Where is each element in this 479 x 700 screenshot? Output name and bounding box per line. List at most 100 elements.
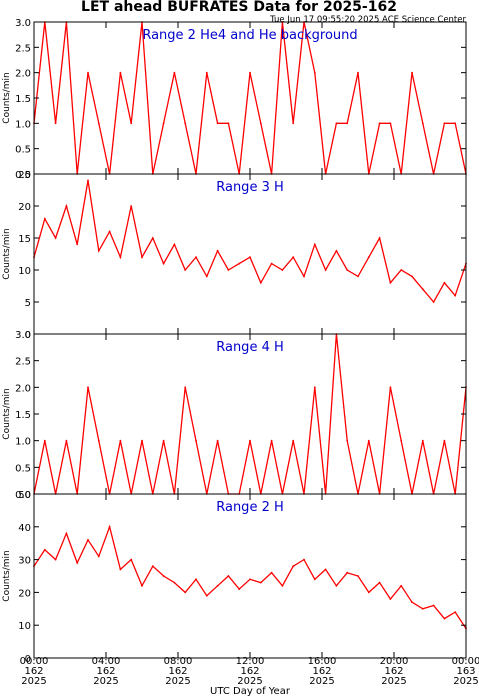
y-tick-label: 10	[18, 621, 31, 632]
data-point	[195, 578, 197, 581]
x-tick-label: 162	[168, 666, 187, 677]
data-point	[65, 439, 68, 442]
x-tick-label: 2025	[165, 676, 190, 687]
data-point	[367, 439, 370, 442]
data-point	[216, 122, 219, 125]
data-point	[400, 269, 403, 271]
data-point	[54, 558, 57, 561]
data-point	[238, 588, 241, 590]
y-tick-label: 0	[25, 330, 31, 341]
data-point	[443, 281, 446, 284]
data-point	[205, 71, 208, 74]
y-axis-title: Counts/min	[2, 228, 12, 279]
y-axis-title: Counts/min	[2, 388, 12, 439]
data-point	[313, 578, 316, 581]
data-point	[432, 604, 435, 607]
data-point	[270, 439, 273, 442]
y-tick-label: 10	[18, 266, 31, 277]
x-axis-tick-labels: 00:00162202504:00162202508:00162202512:0…	[20, 656, 479, 687]
data-point	[227, 575, 230, 577]
data-point	[378, 237, 381, 239]
x-tick-label: 162	[96, 666, 115, 677]
y-tick-label: 2.5	[15, 43, 31, 54]
data-point	[259, 581, 262, 584]
x-tick-label: 12:00	[236, 656, 265, 667]
data-point	[43, 548, 46, 551]
data-point	[130, 205, 133, 207]
data-point	[411, 275, 413, 278]
data-point	[216, 439, 219, 442]
data-point	[324, 568, 327, 571]
data-point	[119, 439, 122, 442]
data-point	[270, 571, 273, 574]
data-point	[357, 275, 359, 278]
data-point	[432, 301, 435, 303]
data-point	[141, 584, 143, 587]
x-tick-label: 08:00	[164, 656, 193, 667]
data-point	[443, 439, 446, 442]
x-tick-label: 00:00	[20, 656, 49, 667]
data-point	[97, 249, 100, 252]
data-point	[249, 71, 251, 74]
x-tick-label: 162	[312, 666, 331, 677]
data-point	[378, 581, 381, 584]
x-tick-label: 2025	[309, 676, 334, 687]
data-point	[292, 565, 295, 568]
data-point	[151, 565, 154, 568]
data-point	[76, 562, 79, 564]
x-tick-label: 16:00	[308, 656, 337, 667]
data-point	[238, 262, 241, 265]
data-point	[313, 71, 316, 74]
data-point	[162, 575, 165, 577]
data-point	[454, 122, 457, 125]
chart-panel-4: 0 10 20 30 40 50 Range 2 H Counts/min	[2, 490, 467, 665]
data-point	[303, 558, 305, 561]
data-point	[378, 122, 381, 125]
series-line	[33, 21, 467, 175]
y-tick-label: 2.5	[15, 357, 31, 368]
data-point	[367, 256, 370, 259]
data-point	[292, 122, 295, 125]
x-tick-label: 2025	[381, 676, 406, 687]
data-point	[324, 269, 327, 271]
data-point	[411, 601, 413, 604]
data-point	[421, 439, 424, 442]
data-point	[259, 281, 262, 284]
data-point	[335, 122, 338, 125]
data-point	[130, 122, 133, 125]
data-point	[54, 122, 57, 125]
data-point	[184, 386, 187, 389]
data-point	[54, 237, 57, 239]
data-point	[87, 386, 89, 389]
data-point	[313, 386, 316, 389]
data-point	[162, 122, 165, 125]
y-tick-label: 0.0	[15, 490, 31, 501]
x-tick-label: 00:00	[452, 656, 479, 667]
chart-panel-1: 0.0 0.5 1.0 1.5 2.0 2.5 3.0 Range 2 He4 and He …	[2, 18, 467, 181]
series-line	[33, 180, 467, 304]
data-point	[43, 217, 46, 220]
y-axis-title: Counts/min	[2, 550, 12, 601]
series-label: Range 2 He4 and He background	[142, 28, 357, 43]
y-tick-label: 1.5	[15, 94, 31, 105]
x-tick-label: 162	[384, 666, 403, 677]
data-point	[292, 439, 295, 442]
data-point	[173, 71, 176, 74]
data-point	[119, 568, 122, 571]
data-point	[346, 122, 349, 125]
y-tick-label: 2.0	[15, 69, 31, 80]
y-tick-label: 30	[18, 556, 31, 567]
data-point	[119, 256, 122, 259]
y-tick-label: 20	[18, 588, 31, 599]
y-tick-label: 3.0	[15, 18, 31, 29]
data-point	[313, 243, 316, 246]
chart-timestamp: Tue Jun 17 09:55:20 2025 ACE Science Cen…	[269, 15, 466, 25]
data-point	[346, 269, 349, 271]
data-point	[281, 584, 284, 587]
y-tick-label: 40	[18, 523, 31, 534]
data-point	[108, 525, 111, 528]
data-point	[227, 122, 230, 125]
data-point	[76, 243, 79, 246]
data-point	[205, 594, 208, 597]
series-label: Range 4 H	[216, 340, 284, 355]
